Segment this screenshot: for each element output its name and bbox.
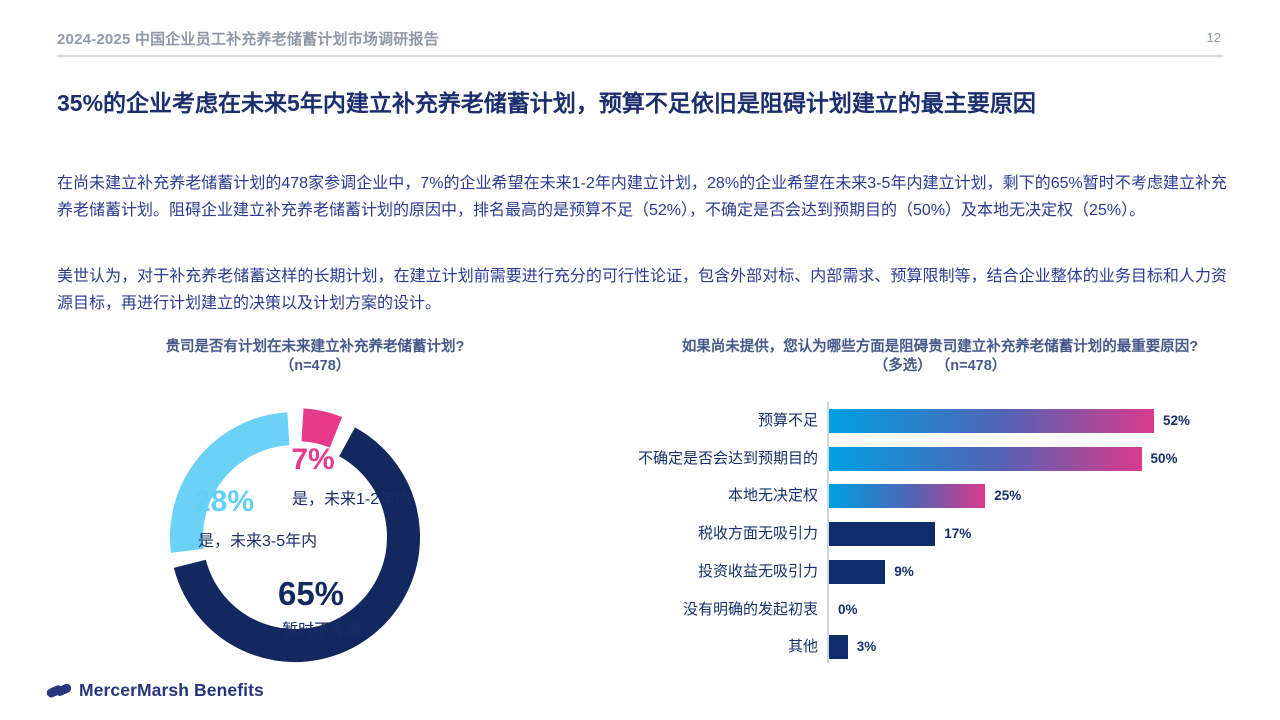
mercermarsh-logo-icon <box>46 683 72 697</box>
bar-value-label: 3% <box>856 639 877 655</box>
donut-chart-title-line1: 贵司是否有计划在未来建立补充养老储蓄计划? <box>165 339 465 355</box>
bar-9% <box>829 559 886 584</box>
bar-category-label: 其他 <box>787 638 818 656</box>
bar-value-label: 50% <box>1150 450 1178 466</box>
bar-value-label: 0% <box>838 601 858 617</box>
bar-chart-title-line1: 如果尚未提供，您认为哪些方面是阻碍贵司建立补充养老储蓄计划的最重要原因? <box>681 339 1199 355</box>
donut-value-1-2yr: 7% <box>291 443 335 476</box>
bar-value-label: 9% <box>894 563 914 579</box>
bar-3% <box>829 635 848 660</box>
bar-chart-title: 如果尚未提供，您认为哪些方面是阻碍贵司建立补充养老储蓄计划的最重要原因? （多选… <box>645 338 1235 376</box>
bar-category-label: 不确定是否会达到预期目的 <box>637 449 818 467</box>
donut-chart-subtitle: （n=478） <box>279 358 351 374</box>
page-header: 2024-2025 中国企业员工补充养老储蓄计划市场调研报告 12 <box>57 24 1223 57</box>
donut-segment-65% <box>173 427 420 662</box>
bar-category-label: 税收方面无吸引力 <box>697 525 818 543</box>
donut-value-3-5yr: 28% <box>193 485 255 518</box>
bar-category-label: 没有明确的发起初衷 <box>682 600 818 618</box>
donut-value-no-plan: 65% <box>277 575 345 612</box>
bar-value-label: 17% <box>944 526 972 542</box>
bar-chart-axis-line <box>827 402 829 663</box>
bar-17% <box>829 522 936 547</box>
footer-logo: MercerMarsh Benefits <box>46 677 264 703</box>
donut-label-3-5yr: 是，未来3-5年内 <box>198 533 318 550</box>
donut-segment-28% <box>170 412 290 553</box>
donut-chart-title: 贵司是否有计划在未来建立补充养老储蓄计划? （n=478） <box>90 338 540 376</box>
bar-category-label: 投资收益无吸引力 <box>697 562 818 580</box>
bar-value-label: 52% <box>1163 413 1191 428</box>
bar-52% <box>829 409 1154 433</box>
footer-logo-text: MercerMarsh Benefits <box>79 679 264 700</box>
slide-headline: 35%的企业考虑在未来5年内建立补充养老储蓄计划，预算不足依旧是阻碍计划建立的最… <box>57 90 1036 116</box>
page-number: 12 <box>1206 30 1221 45</box>
body-paragraph-2: 美世认为，对于补充养老储蓄这样的长期计划，在建立计划前需要进行充分的可行性论证，… <box>57 268 1227 312</box>
bar-category-label: 预算不足 <box>757 412 818 429</box>
donut-chart <box>170 408 420 662</box>
bar-25% <box>829 484 986 509</box>
donut-segment-7% <box>300 408 343 448</box>
bar-chart-subtitle: （多选） （n=478） <box>873 358 1007 374</box>
donut-label-1-2yr: 是，未来1-2年内 <box>292 491 412 508</box>
report-title: 2024-2025 中国企业员工补充养老储蓄计划市场调研报告 <box>57 31 439 48</box>
bar-category-label: 本地无决定权 <box>727 487 818 505</box>
donut-label-no-plan: 暂时不考虑 <box>282 622 363 639</box>
bar-50% <box>829 446 1142 471</box>
body-paragraph-1: 在尚未建立补充养老储蓄计划的478家参调企业中，7%的企业希望在未来1-2年内建… <box>57 175 1227 219</box>
bar-value-label: 25% <box>994 488 1022 504</box>
